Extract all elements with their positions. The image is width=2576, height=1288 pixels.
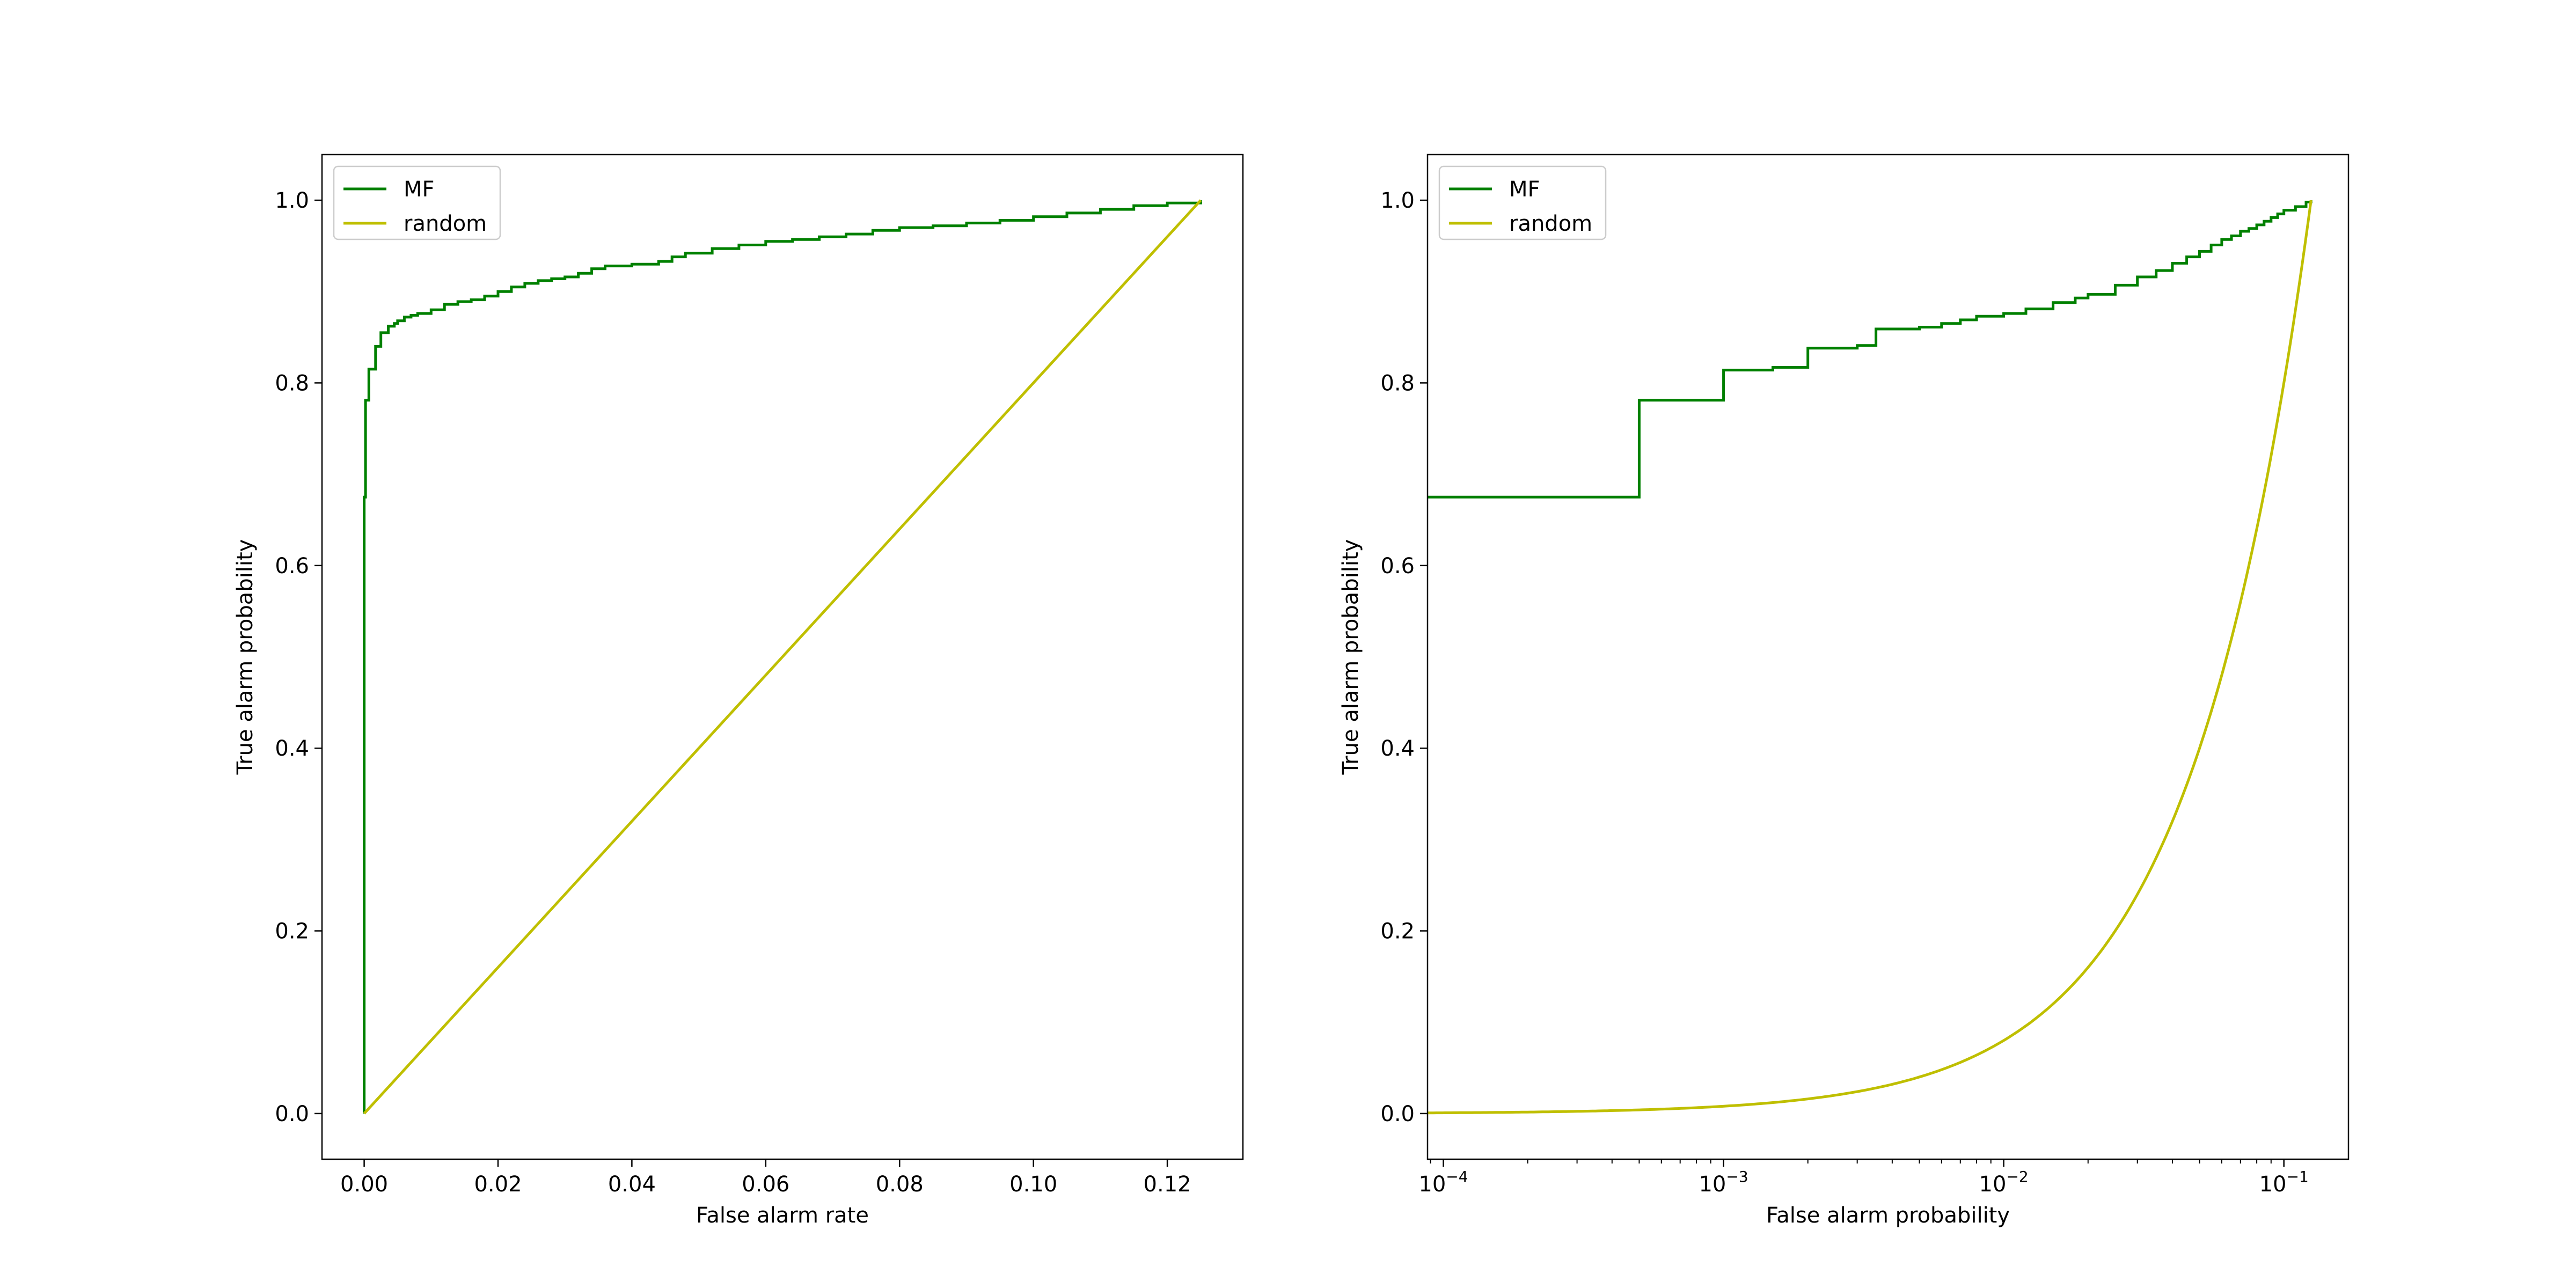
series-line-mf [1428,200,2312,499]
legend-box [1438,165,1607,240]
series-line-random [1428,200,2312,1115]
x-tick-label: 0.10 [1009,1172,1057,1197]
x-tick-label: 0.06 [742,1172,789,1197]
y-tick-label: 1.0 [275,188,309,213]
axes-frame [1426,153,2350,1160]
x-tick-label: 0.08 [876,1172,924,1197]
y-tick-label: 0.8 [1380,371,1415,396]
plot-area [1428,200,2312,1115]
x-tick-label: 10−2 [1979,1168,2029,1197]
x-tick-label: 0.04 [608,1172,656,1197]
x-axis-label: False alarm probability [1766,1203,2010,1228]
x-tick-label: 10−1 [2259,1168,2309,1197]
chart-log-roc: 10−4 10−3 10−2 10−1 0.0 0.2 0.4 0.6 0.8 1.0 False … [1338,153,2350,1228]
y-tick-label: 0.6 [275,554,309,579]
series-line-random [363,199,1202,1115]
x-tick-label: 0.00 [340,1172,388,1197]
x-tick-label: 10−3 [1699,1168,1748,1197]
legend-label: MF [1509,177,1540,202]
x-axis-label: False alarm rate [696,1203,869,1228]
y-axis-label: True alarm probability [1338,539,1363,775]
x-tick-label: 10−4 [1418,1168,1468,1197]
y-tick-label: 0.0 [1380,1102,1415,1126]
x-tick-label: 0.12 [1144,1172,1191,1197]
y-tick-label: 0.2 [275,919,309,944]
legend: MF random [1438,165,1607,240]
x-tick-label: 0.02 [474,1172,522,1197]
axes-frame [321,153,1244,1160]
legend-label: MF [404,177,435,202]
legend-label: random [404,211,487,236]
legend-box [333,165,501,240]
series-line-mf [363,200,1202,1114]
y-axis-label: True alarm probability [233,539,258,775]
y-tick-label: 0.6 [1380,554,1415,579]
y-tick-label: 0.4 [1380,736,1415,761]
y-tick-label: 0.8 [275,371,309,396]
y-tick-label: 0.2 [1380,919,1415,944]
y-tick-label: 0.4 [275,736,309,761]
plot-area [363,199,1202,1115]
legend: MF random [333,165,501,240]
chart-linear-roc: 0.00 0.02 0.04 0.06 0.08 0.10 0.12 0.0 0.2 0.4 0.6… [233,153,1244,1228]
y-tick-label: 0.0 [275,1102,309,1126]
legend-label: random [1509,211,1592,236]
y-tick-label: 1.0 [1380,188,1415,213]
